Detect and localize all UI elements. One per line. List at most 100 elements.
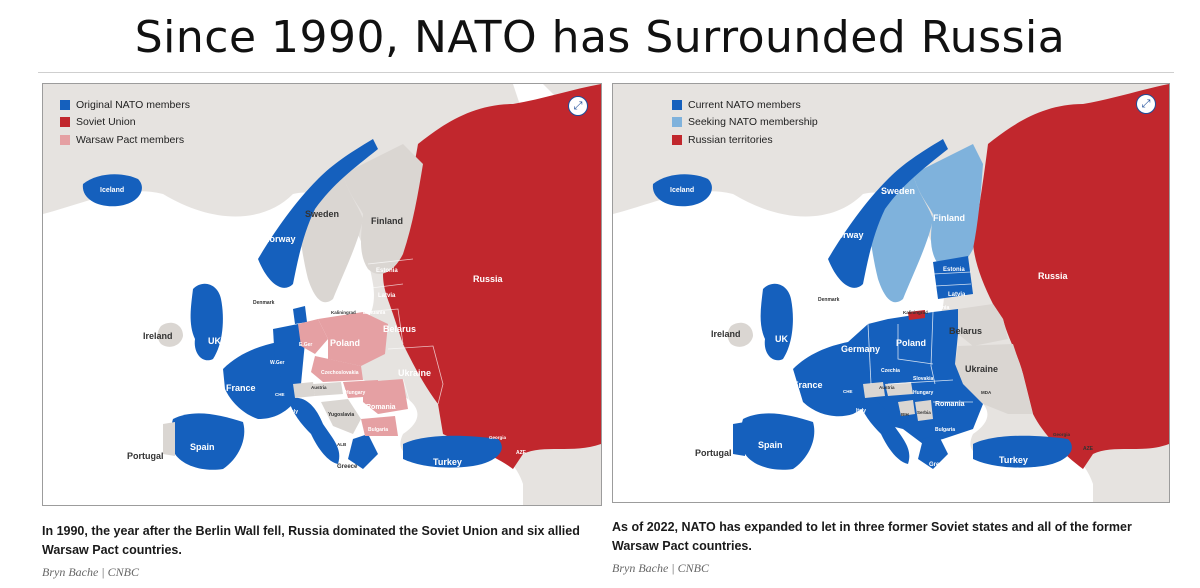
- label-belarus: Belarus: [383, 324, 416, 334]
- region-switzerland: [863, 382, 885, 398]
- label-ireland: Ireland: [143, 331, 173, 341]
- label-west-germany: W.Ger: [270, 360, 285, 366]
- label-iceland: Iceland: [100, 187, 124, 194]
- region-spain: [740, 413, 815, 470]
- region-switzerland: [293, 382, 315, 398]
- legend-1990: Original NATO members Soviet Union Warsa…: [60, 96, 190, 149]
- label-greece: Greece: [929, 462, 950, 468]
- label-georgia: Georgia: [489, 435, 507, 440]
- label-iceland: Iceland: [670, 187, 694, 194]
- label-finland: Finland: [933, 213, 965, 223]
- legend-label: Warsaw Pact members: [76, 133, 185, 146]
- map-2022[interactable]: Iceland Sweden Finland Norway Russia Est…: [612, 83, 1170, 503]
- label-romania: Romania: [366, 404, 396, 411]
- region-soviet-union: [383, 84, 601, 469]
- label-lithuania: Lithuania: [363, 310, 385, 316]
- credit-1990: Bryn Bache | CNBC: [42, 565, 139, 579]
- region-greece: [918, 434, 948, 469]
- label-estonia: Estonia: [943, 267, 965, 273]
- legend-label: Original NATO members: [76, 98, 190, 111]
- label-slovakia: Slovakia: [913, 376, 934, 382]
- label-italy: Italy: [856, 408, 866, 414]
- label-france: France: [793, 380, 823, 390]
- label-russia: Russia: [1038, 271, 1069, 281]
- region-italy: [858, 397, 910, 464]
- label-azerbaijan: AZE: [516, 450, 527, 456]
- credit-2022: Bryn Bache | CNBC: [612, 561, 709, 575]
- region-czechoslovakia: [311, 356, 363, 382]
- region-spain: [170, 413, 245, 470]
- region-ireland: [157, 322, 183, 347]
- legend-label: Seeking NATO membership: [688, 116, 818, 129]
- region-norway: [828, 139, 948, 288]
- legend-swatch: [672, 117, 682, 128]
- region-turkey: [973, 435, 1072, 468]
- label-france: France: [226, 383, 256, 393]
- region-portugal: [733, 422, 745, 456]
- label-ukraine: Ukraine: [398, 368, 431, 378]
- label-spain: Spain: [190, 442, 215, 452]
- label-denmark: Denmark: [253, 300, 275, 306]
- label-finland: Finland: [371, 216, 403, 226]
- region-russia: [973, 84, 1169, 469]
- label-romania: Romania: [935, 401, 965, 408]
- label-switzerland: CHE: [843, 389, 853, 394]
- region-ukraine: [955, 344, 1033, 414]
- label-switzerland: CHE: [275, 392, 285, 397]
- map-1990[interactable]: Iceland Sweden Finland Norway Russia Est…: [42, 83, 602, 506]
- label-yugoslavia: Yugoslavia: [328, 412, 354, 418]
- label-latvia: Latvia: [378, 293, 396, 299]
- legend-item: Original NATO members: [60, 96, 190, 114]
- map-1990-svg: Iceland Sweden Finland Norway Russia Est…: [43, 84, 601, 505]
- page-title: Since 1990, NATO has Surrounded Russia: [134, 12, 1066, 63]
- nato-borders: [867, 271, 973, 403]
- legend-swatch: [672, 134, 682, 145]
- label-ireland: Ireland: [711, 329, 741, 339]
- label-spain: Spain: [758, 440, 783, 450]
- region-ireland: [727, 322, 753, 347]
- label-bulgaria: Bulgaria: [368, 427, 388, 433]
- expand-icon[interactable]: ⤢: [568, 96, 588, 116]
- legend-label: Russian territories: [688, 133, 773, 146]
- label-estonia: Estonia: [376, 268, 398, 274]
- label-georgia: Georgia: [1053, 432, 1071, 437]
- legend-2022: Current NATO members Seeking NATO member…: [672, 96, 818, 149]
- label-kaliningrad: Kaliningrad: [903, 310, 928, 315]
- region-iceland: [652, 174, 712, 207]
- label-uk: UK: [775, 334, 788, 344]
- label-poland: Poland: [330, 338, 360, 348]
- label-czechia: Czechia: [881, 368, 900, 374]
- region-baltics: [933, 256, 973, 299]
- region-portugal: [163, 422, 175, 456]
- label-italy: Italy: [288, 409, 298, 415]
- region-kaliningrad: [908, 310, 925, 320]
- label-hungary: Hungary: [345, 390, 366, 396]
- label-poland: Poland: [896, 338, 926, 348]
- label-sweden: Sweden: [881, 186, 915, 196]
- region-poland: [318, 312, 388, 366]
- region-romania: [363, 379, 408, 414]
- region-uk: [190, 283, 223, 361]
- label-austria: Austria: [879, 385, 895, 390]
- legend-item: Current NATO members: [672, 96, 818, 114]
- label-azerbaijan: AZE: [1083, 446, 1094, 452]
- label-norway: Norway: [831, 230, 864, 240]
- caption-2022: As of 2022, NATO has expanded to let in …: [612, 520, 1132, 553]
- label-greece: Greece: [337, 464, 358, 470]
- label-austria: Austria: [311, 385, 327, 390]
- legend-item: Soviet Union: [60, 114, 190, 132]
- label-turkey: Turkey: [433, 457, 462, 467]
- label-sweden: Sweden: [305, 209, 339, 219]
- region-turkey: [403, 435, 502, 468]
- soviet-borders: [362, 258, 444, 415]
- map-2022-labels: Iceland Sweden Finland Norway Russia Est…: [670, 186, 1094, 468]
- expand-icon[interactable]: ⤢: [1136, 94, 1156, 114]
- map-2022-svg: Iceland Sweden Finland Norway Russia Est…: [613, 84, 1169, 502]
- region-greece: [348, 434, 378, 469]
- legend-label: Soviet Union: [76, 116, 136, 129]
- region-serbia: [915, 400, 933, 421]
- label-east-germany: E.Ger: [299, 342, 312, 348]
- label-russia: Russia: [473, 274, 504, 284]
- label-serbia: Serbia: [917, 410, 931, 415]
- legend-swatch: [672, 99, 682, 110]
